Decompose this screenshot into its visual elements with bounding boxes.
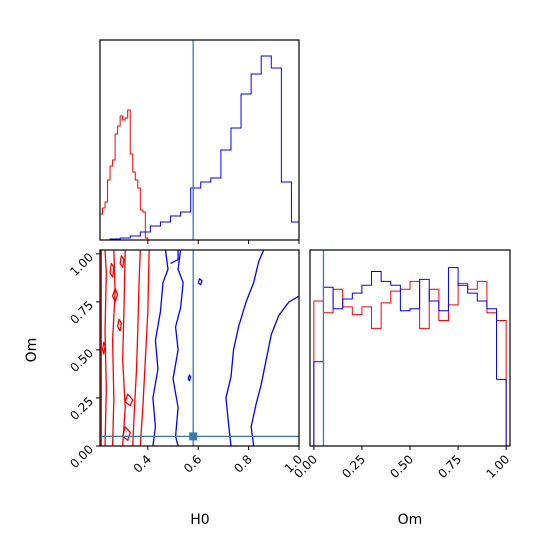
joint-xtick-label-0: 0.4 xyxy=(131,452,154,475)
om-marginal-panel: 0.00 0.25 0.50 0.75 1.00 Om xyxy=(291,249,512,528)
contour-series-1-line-1 xyxy=(170,250,179,265)
joint-ytick-label-2: 0.50 xyxy=(67,346,96,375)
contour-series-1-line-6 xyxy=(187,374,192,382)
om-marginal-xtick-label-2: 0.50 xyxy=(387,452,416,481)
joint-ytick-label-3: 0.75 xyxy=(67,298,96,327)
h0-om-joint-marks xyxy=(100,250,299,446)
om-marginal-frame xyxy=(309,249,511,447)
joint-ytick-label-1: 0.25 xyxy=(67,394,96,423)
om-marginal-xtick-label-3: 0.75 xyxy=(435,452,464,481)
h0-om-joint-frame xyxy=(99,249,300,447)
histogram-series-0 xyxy=(99,109,149,240)
contour-series-0-line-9 xyxy=(111,287,119,303)
histogram-series-1 xyxy=(100,55,300,241)
contour-series-0-line-2 xyxy=(111,250,116,446)
om-marginal-ticks: 0.00 0.25 0.50 0.75 1.00 xyxy=(291,446,512,481)
contour-series-0-line-3 xyxy=(122,250,126,446)
h0-marginal-panel xyxy=(99,39,300,244)
contour-series-0-line-6 xyxy=(124,393,134,407)
histogram-series-1 xyxy=(313,267,507,446)
contour-series-1-line-5 xyxy=(197,278,203,286)
om-axis-label-y: Om xyxy=(24,338,40,363)
contour-series-0-line-8 xyxy=(116,318,123,332)
contour-series-0-line-11 xyxy=(119,255,125,268)
contour-series-0-line-1 xyxy=(104,250,107,446)
h0-marginal-ticks xyxy=(147,240,300,244)
joint-xtick-label-1: 0.6 xyxy=(181,452,204,475)
contour-series-0-line-5 xyxy=(139,250,150,446)
contour-series-0-line-4 xyxy=(132,250,141,446)
om-axis-label-x: Om xyxy=(398,512,423,528)
joint-xtick-label-2: 0.8 xyxy=(231,452,254,475)
contour-series-1-line-2 xyxy=(172,250,184,446)
joint-truth-marker xyxy=(189,432,198,441)
contour-series-0-line-12 xyxy=(101,341,106,355)
om-marginal-marks xyxy=(313,250,507,446)
contour-series-1-line-3 xyxy=(225,250,265,446)
contour-series-1-line-0 xyxy=(152,250,169,446)
contour-series-1-line-4 xyxy=(250,295,299,446)
h0-om-joint-ticks: 0.4 0.6 0.8 1.00.000.250.500.751.00 xyxy=(67,250,305,476)
h0-marginal-frame xyxy=(99,39,300,241)
om-marginal-xtick-label-1: 0.25 xyxy=(339,452,368,481)
joint-ytick-label-4: 1.00 xyxy=(67,250,96,279)
om-marginal-xtick-label-4: 1.00 xyxy=(483,452,512,481)
contour-lines xyxy=(100,250,299,446)
contour-series-0-line-10 xyxy=(109,262,115,278)
h0-marginal-marks xyxy=(99,40,300,241)
h0-axis-label: H0 xyxy=(190,512,209,528)
contour-series-0-line-7 xyxy=(122,426,131,441)
joint-ytick-label-0: 0.00 xyxy=(67,442,96,471)
h0-om-joint-panel: 0.4 0.6 0.8 1.00.000.250.500.751.00 H0 Om xyxy=(24,249,305,528)
